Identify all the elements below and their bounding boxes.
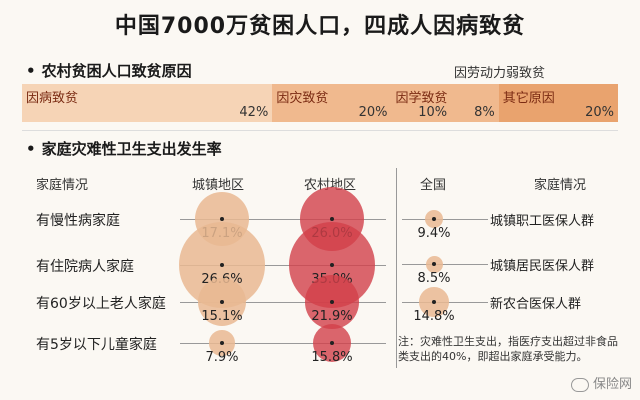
bubble-center-dot	[432, 300, 436, 304]
bubble-center-dot	[330, 300, 334, 304]
bullet-icon: •	[26, 62, 36, 80]
cause-bar-value: 20%	[358, 105, 388, 120]
wechat-icon	[570, 377, 589, 392]
page-title: 中国7000万贫困人口，四成人因病致贫	[114, 14, 526, 39]
cause-bar: 因病致贫 42%	[22, 84, 273, 122]
section-heading-causes: • 农村贫困人口致贫原因	[26, 60, 192, 81]
vertical-divider	[396, 168, 397, 368]
guide-line	[402, 219, 488, 220]
section-heading-catastrophic: • 家庭灾难性卫生支出发生率	[26, 138, 222, 159]
cause-bar-label: 其它原因	[502, 91, 555, 106]
cause-bar-value: 20%	[585, 105, 614, 120]
watermark-text: 保险网	[592, 377, 632, 392]
section-heading-catastrophic-text: 家庭灾难性卫生支出发生率	[41, 140, 222, 158]
cause-bar: 因灾致贫 20%	[272, 84, 392, 122]
bullet-icon: •	[26, 140, 36, 158]
cause-bar-label: 因学致贫	[395, 91, 448, 106]
bubble-center-dot	[330, 341, 334, 345]
cause-bar-value: 10%	[418, 105, 448, 120]
section-heading-causes-text: 农村贫困人口致贫原因	[41, 62, 192, 80]
bubble-center-dot	[220, 263, 224, 267]
bubble-value: 9.4%	[417, 226, 451, 241]
row-label: 有5岁以下儿童家庭	[36, 337, 157, 353]
cause-extra-label: 因劳动力弱致贫	[454, 66, 546, 81]
divider	[22, 130, 618, 131]
bubble-center-dot	[220, 341, 224, 345]
bubble-center-dot	[432, 262, 436, 266]
cause-bar: 8%	[451, 84, 499, 122]
column-header-family-right: 家庭情况	[534, 178, 587, 193]
column-header-urban: 城镇地区	[192, 178, 245, 193]
watermark: 保险网	[570, 373, 632, 392]
guide-line	[180, 343, 386, 344]
guide-line	[180, 265, 386, 266]
cause-bar-label: 因病致贫	[26, 91, 79, 106]
cause-bar-label: 因灾致贫	[276, 91, 329, 106]
guide-line	[402, 264, 488, 265]
row-label: 有60岁以上老人家庭	[36, 296, 166, 312]
column-header-national: 全国	[420, 178, 447, 193]
bubble-value: 14.8%	[413, 309, 455, 324]
bubble-center-dot	[330, 263, 334, 267]
guide-line	[180, 219, 386, 220]
cause-bar-value: 42%	[239, 105, 269, 120]
column-header-family: 家庭情况	[36, 178, 89, 193]
row-label: 有慢性病家庭	[36, 213, 120, 229]
insurance-label: 新农合医保人群	[490, 297, 582, 312]
bubble-center-dot	[432, 217, 436, 221]
cause-bar-value: 8%	[474, 105, 495, 120]
footnote: 注：灾难性卫生支出，指医疗支出超过非食品类支出的40%，即超出家庭承受能力。	[398, 335, 618, 363]
bubble-value: 15.1%	[201, 309, 243, 324]
guide-line	[180, 302, 386, 303]
insurance-label: 城镇职工医保人群	[490, 214, 595, 229]
insurance-label: 城镇居民医保人群	[490, 259, 595, 274]
bubble-center-dot	[220, 217, 224, 221]
cause-bar: 其它原因 20%	[498, 84, 618, 122]
bubble-center-dot	[220, 300, 224, 304]
bubble-value: 21.9%	[311, 309, 353, 324]
bubble-value: 15.8%	[311, 350, 353, 365]
row-label: 有住院病人家庭	[36, 259, 134, 275]
bubble-value: 8.5%	[417, 271, 451, 286]
bubble-value: 7.9%	[205, 350, 239, 365]
bubble-center-dot	[330, 217, 334, 221]
cause-bar: 因学致贫 10%	[391, 84, 452, 122]
